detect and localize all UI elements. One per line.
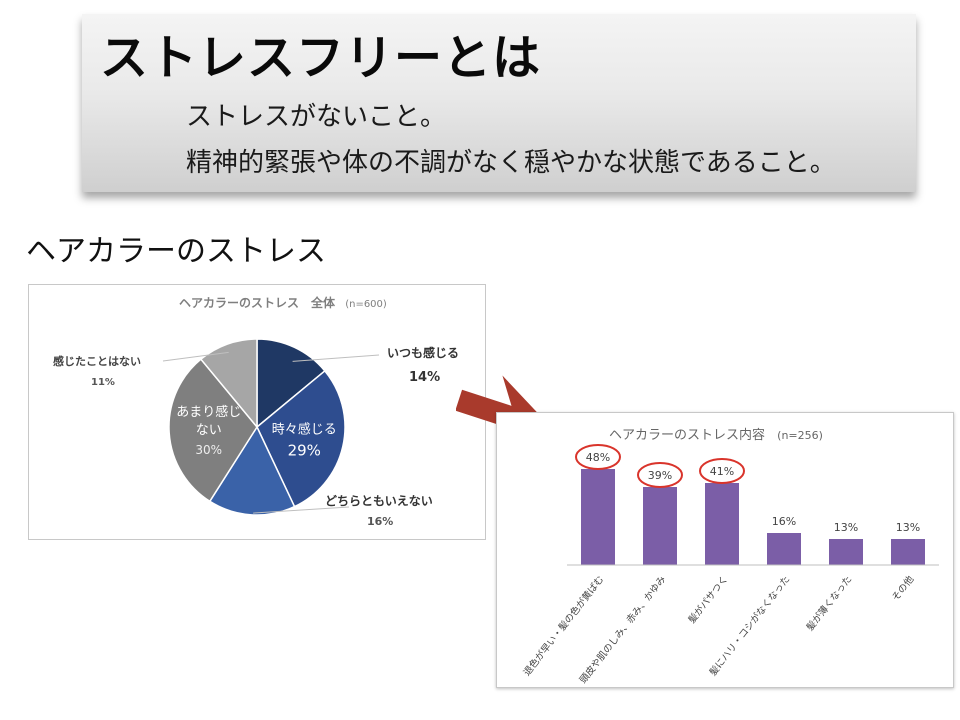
bar-sample-note: (n=256) <box>777 429 823 442</box>
definition-line-2: 精神的緊張や体の不調がなく穏やかな状態であること。 <box>186 148 836 178</box>
bar-category-label: 髪が薄くなった <box>804 573 854 633</box>
bar-value-label: 13% <box>834 521 858 534</box>
pie-label: 時々感じる <box>272 422 337 438</box>
pie-slices <box>168 338 346 516</box>
bar <box>705 483 739 565</box>
bar-value-label: 13% <box>896 521 920 534</box>
pie-slice <box>168 358 258 503</box>
bar-chart: ヘアカラーのストレス内容 (n=256) 48%退色が早い・髪の色が黄ばむ39%… <box>521 427 939 686</box>
pie-chart-panel: ヘアカラーのストレス 全体 (n=600) いつも感じる 14% 時々感じる 29% ど… <box>28 284 486 540</box>
pie-value-label: 29% <box>288 442 321 460</box>
bar <box>767 533 801 565</box>
pie-slice <box>256 338 326 429</box>
pie-chart-title: ヘアカラーのストレス 全体 (n=600) <box>179 295 387 310</box>
pie-slice <box>208 425 296 516</box>
bar <box>581 469 615 565</box>
bar-chart-panel: ヘアカラーのストレス内容 (n=256) 48% 退色が早い・髪の色が黄ばむ 39%… <box>496 412 954 688</box>
pie-slice <box>199 338 258 430</box>
pie-leader-line <box>292 354 380 362</box>
definition-line-1: ストレスがないこと。 <box>186 102 447 132</box>
highlight-circle <box>699 458 745 484</box>
section-heading: ヘアカラーのストレス <box>26 234 326 269</box>
pie-label: ない <box>196 423 222 438</box>
pie-label: どちらともいえない <box>325 494 433 508</box>
bar-value-label: 16% <box>772 515 796 528</box>
pie-value-label: 16% <box>367 515 393 528</box>
bar-value-label: 39% <box>648 469 672 482</box>
title-banner <box>82 14 916 192</box>
pie-label: 感じたことはない <box>53 354 141 368</box>
highlight-circle <box>637 462 683 488</box>
highlight-circle <box>575 444 621 470</box>
pie-value-label: 11% <box>91 377 115 388</box>
pie-chart: ヘアカラーのストレス 全体 (n=600) いつも感じる 14% 時々感じる 29% ど… <box>53 295 459 528</box>
bar-title-text: ヘアカラーのストレス内容 <box>609 427 765 443</box>
bar-value-label: 41% <box>710 465 734 478</box>
slide-title: ストレスフリーとは <box>100 30 542 86</box>
bar-chart-title: ヘアカラーのストレス内容 (n=256) <box>609 427 823 443</box>
pie-title-text: ヘアカラーのストレス 全体 <box>179 295 336 310</box>
pie-value-label: 30% <box>195 443 222 457</box>
bar <box>891 539 925 565</box>
pie-value-label: 14% <box>409 370 440 385</box>
bar <box>829 539 863 565</box>
pie-sample-note: (n=600) <box>345 299 387 310</box>
bar <box>643 487 677 565</box>
bar-value-label: 48% <box>586 451 610 464</box>
pie-leader-line <box>253 506 350 514</box>
pie-leader-line <box>162 351 229 362</box>
bar-category-label: 髪がパサつく <box>686 573 731 625</box>
bar-category-label: その他 <box>889 573 916 603</box>
pie-label: いつも感じる <box>387 345 459 360</box>
pie-label: あまり感じ <box>176 404 241 420</box>
